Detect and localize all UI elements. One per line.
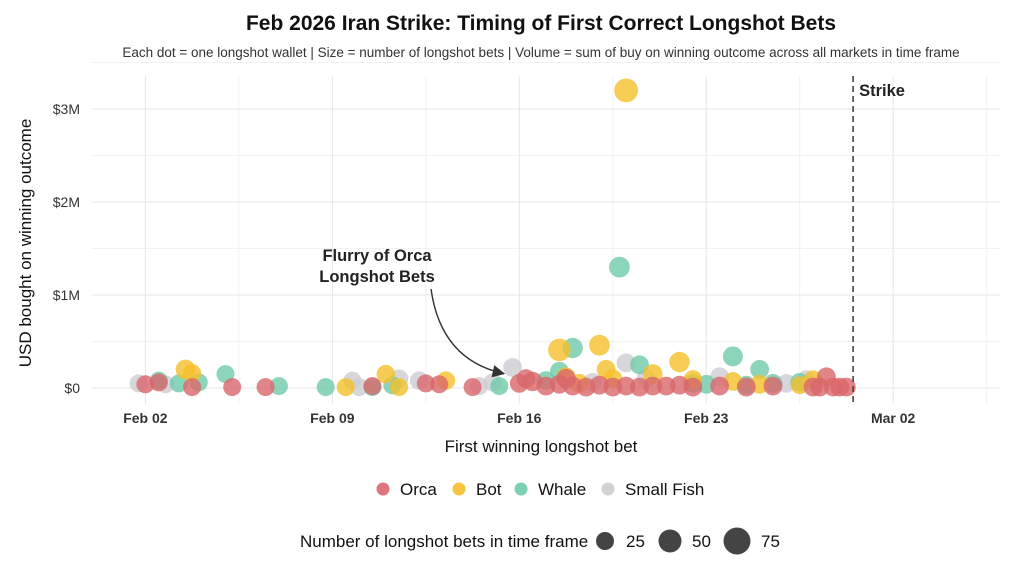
legend-swatch-whale	[514, 482, 528, 496]
data-point-orca	[183, 378, 202, 397]
data-point-bot	[336, 378, 355, 397]
data-point-bot	[669, 351, 690, 373]
x-tick-label: Feb 02	[123, 410, 168, 426]
data-point-bot	[548, 338, 571, 362]
chart-subtitle: Each dot = one longshot wallet | Size = …	[122, 45, 959, 60]
data-point-bot	[183, 364, 202, 383]
data-point-orca	[656, 376, 676, 396]
x-tick-label: Mar 02	[871, 410, 916, 426]
y-tick-label: $1M	[53, 287, 80, 303]
y-tick-label: $0	[64, 380, 80, 396]
legend-label-whale: Whale	[538, 480, 586, 499]
data-point-orca	[563, 376, 583, 396]
legend-label-bot: Bot	[476, 480, 502, 499]
major-gridlines	[92, 76, 1000, 404]
size-legend-value: 75	[761, 532, 780, 551]
data-point-whale	[722, 346, 743, 367]
chart-title: Feb 2026 Iran Strike: Timing of First Co…	[246, 12, 836, 35]
legend-swatch-orca	[376, 482, 390, 496]
legend-swatch-bot	[452, 482, 466, 496]
size-legend: Number of longshot bets in time frame 25…	[300, 527, 780, 555]
legend-label-orca: Orca	[400, 480, 437, 499]
x-tick-label: Feb 09	[310, 410, 355, 426]
data-point-bot	[589, 334, 610, 356]
size-legend-value: 50	[692, 532, 711, 551]
strike-label: Strike	[859, 82, 905, 100]
data-point-bot	[390, 378, 409, 397]
legend-label-small-fish: Small Fish	[625, 480, 704, 499]
size-legend-dot-small	[596, 532, 614, 550]
data-point-whale	[490, 377, 509, 396]
data-point-orca	[430, 375, 449, 394]
data-point-orca	[256, 378, 275, 397]
y-tick-label: $2M	[53, 194, 80, 210]
data-point-bot	[614, 78, 638, 103]
size-legend-title: Number of longshot bets in time frame	[300, 532, 588, 551]
y-axis-title: USD bought on winning outcome	[16, 119, 35, 368]
data-point-small-fish	[503, 358, 522, 377]
data-point-whale	[750, 360, 769, 379]
size-legend-value: 25	[626, 532, 645, 551]
data-points	[129, 78, 856, 397]
data-point-whale	[316, 378, 335, 397]
data-point-orca	[363, 377, 382, 396]
data-point-orca	[736, 377, 756, 397]
data-point-bot	[376, 364, 395, 384]
color-legend: Orca Bot Whale Small Fish	[376, 480, 704, 499]
data-point-orca	[683, 377, 703, 397]
size-legend-dot-medium	[658, 529, 682, 553]
x-tick-label: Feb 16	[497, 410, 542, 426]
minor-gridlines	[92, 62, 1000, 404]
annotation-arrow	[430, 288, 506, 378]
data-point-orca	[223, 378, 242, 397]
data-point-orca	[710, 376, 729, 396]
x-tick-label: Feb 23	[684, 410, 729, 426]
data-point-orca	[643, 376, 663, 396]
y-axis-ticks: $0 $1M $2M $3M	[53, 101, 80, 396]
data-point-whale	[269, 377, 288, 396]
data-point-orca	[149, 373, 168, 392]
annotation-text-line-1: Flurry of Orca	[322, 247, 432, 265]
x-axis-title: First winning longshot bet	[445, 437, 638, 456]
annotation-text-line-2: Longshot Bets	[319, 268, 435, 286]
data-point-small-fish	[350, 378, 369, 397]
data-point-orca	[136, 375, 155, 394]
data-point-orca	[616, 376, 636, 396]
data-point-orca	[837, 377, 856, 397]
x-axis-ticks: Feb 02 Feb 09 Feb 16 Feb 23 Mar 02	[123, 410, 915, 426]
data-point-orca	[463, 378, 482, 397]
y-tick-label: $3M	[53, 101, 80, 117]
legend-swatch-small-fish	[601, 482, 615, 496]
data-point-orca	[416, 374, 435, 393]
size-legend-dot-large	[723, 527, 751, 555]
data-point-orca	[763, 376, 783, 396]
data-point-whale	[609, 256, 630, 278]
